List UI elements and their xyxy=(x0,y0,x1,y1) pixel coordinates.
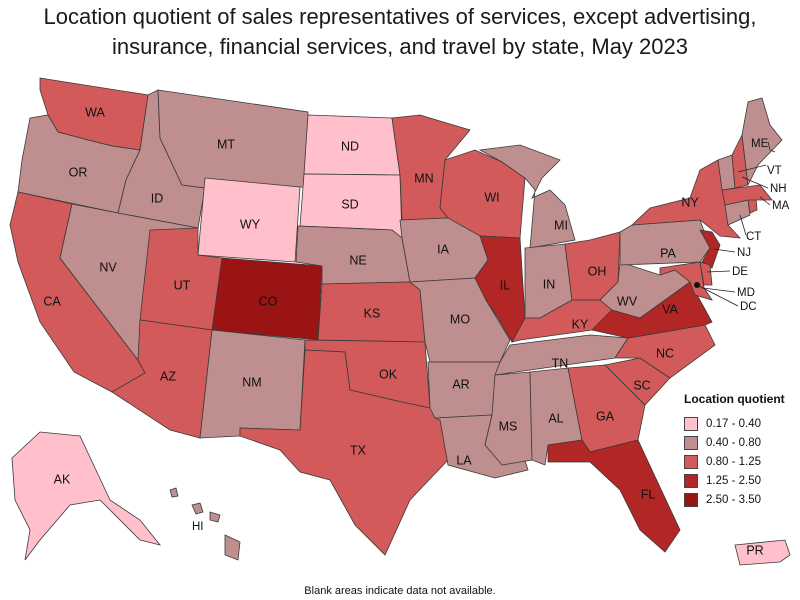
legend-swatch xyxy=(684,473,698,488)
label-ia: IA xyxy=(437,242,449,256)
label-id: ID xyxy=(151,191,164,205)
legend-label: 0.40 - 0.80 xyxy=(706,436,761,449)
label-il: IL xyxy=(500,278,510,292)
label-ky: KY xyxy=(572,317,589,331)
legend-label: 1.25 - 2.50 xyxy=(706,474,761,487)
label-hi: HI xyxy=(192,521,204,533)
label-wv: WV xyxy=(617,294,638,308)
label-nj: NJ xyxy=(737,247,751,259)
label-al: AL xyxy=(548,411,563,425)
label-nd: ND xyxy=(341,139,359,153)
footnote: Blank areas indicate data not available. xyxy=(304,585,496,597)
label-wy: WY xyxy=(240,217,261,231)
legend-item: 1.25 - 2.50 xyxy=(684,471,800,490)
label-mt: MT xyxy=(217,137,235,151)
legend-item: 0.80 - 1.25 xyxy=(684,452,800,471)
legend-swatch xyxy=(684,416,698,431)
legend-swatch xyxy=(684,435,698,450)
label-oh: OH xyxy=(588,264,607,278)
label-nh: NH xyxy=(770,183,787,195)
label-ny: NY xyxy=(681,195,699,209)
label-mn: MN xyxy=(414,171,433,185)
label-fl: FL xyxy=(641,487,656,501)
label-nv: NV xyxy=(99,260,117,274)
state-hi[interactable] xyxy=(169,487,241,561)
label-nc: NC xyxy=(656,346,674,360)
label-mi: MI xyxy=(554,218,568,232)
state-me[interactable] xyxy=(741,97,783,187)
label-ga: GA xyxy=(596,409,615,423)
label-pa: PA xyxy=(660,246,676,260)
legend: Location quotient 0.17 - 0.40 0.40 - 0.8… xyxy=(684,392,800,509)
legend-label: 0.80 - 1.25 xyxy=(706,455,761,468)
label-az: AZ xyxy=(160,369,176,383)
label-dc: DC xyxy=(740,301,757,313)
label-mo: MO xyxy=(450,312,470,326)
legend-item: 0.17 - 0.40 xyxy=(684,414,800,433)
label-ma: MA xyxy=(772,200,790,212)
label-sd: SD xyxy=(341,197,358,211)
label-ct: CT xyxy=(746,231,761,243)
label-md: MD xyxy=(737,287,755,299)
state-il[interactable] xyxy=(474,235,526,343)
label-vt: VT xyxy=(767,165,782,177)
label-ca: CA xyxy=(43,294,61,308)
label-pr: PR xyxy=(746,543,763,557)
legend-title: Location quotient xyxy=(684,392,785,406)
state-labels: WA OR CA ID NV MT WY UT AZ CO NM ND SD N… xyxy=(43,105,763,557)
label-wa: WA xyxy=(85,105,105,119)
label-ak: AK xyxy=(54,472,71,486)
legend-swatch xyxy=(684,492,698,507)
label-nm: NM xyxy=(242,375,261,389)
state-fl[interactable] xyxy=(547,439,681,553)
legend-item: 2.50 - 3.50 xyxy=(684,490,800,509)
state-mi[interactable] xyxy=(478,144,576,249)
label-in: IN xyxy=(543,277,556,291)
label-ok: OK xyxy=(379,367,398,381)
label-or: OR xyxy=(69,165,88,179)
label-me: ME xyxy=(751,138,769,150)
legend-item: 0.40 - 0.80 xyxy=(684,433,800,452)
label-wi: WI xyxy=(484,190,499,204)
label-ks: KS xyxy=(364,306,381,320)
state-wy[interactable] xyxy=(197,177,301,263)
state-nj[interactable] xyxy=(699,229,721,269)
state-tx[interactable] xyxy=(239,349,449,556)
label-ut: UT xyxy=(174,278,191,292)
state-callouts: ME VT NH MA CT NJ DE MD DC HI xyxy=(192,138,790,533)
map-title: Location quotient of sales representativ… xyxy=(43,4,757,59)
label-la: LA xyxy=(456,453,472,467)
state-ak[interactable] xyxy=(11,431,162,561)
legend-swatch xyxy=(684,454,698,469)
legend-label: 2.50 - 3.50 xyxy=(706,493,761,506)
dc-marker[interactable] xyxy=(694,282,700,288)
label-tx: TX xyxy=(350,443,367,457)
label-ms: MS xyxy=(499,419,518,433)
legend-label: 0.17 - 0.40 xyxy=(706,417,761,430)
label-ne: NE xyxy=(349,253,366,267)
label-tn: TN xyxy=(552,356,569,370)
label-va: VA xyxy=(662,302,678,316)
label-de: DE xyxy=(732,266,748,278)
state-md[interactable] xyxy=(659,261,713,301)
state-pr[interactable] xyxy=(734,539,791,566)
label-sc: SC xyxy=(633,378,650,392)
label-co: CO xyxy=(259,294,278,308)
label-ar: AR xyxy=(452,377,469,391)
